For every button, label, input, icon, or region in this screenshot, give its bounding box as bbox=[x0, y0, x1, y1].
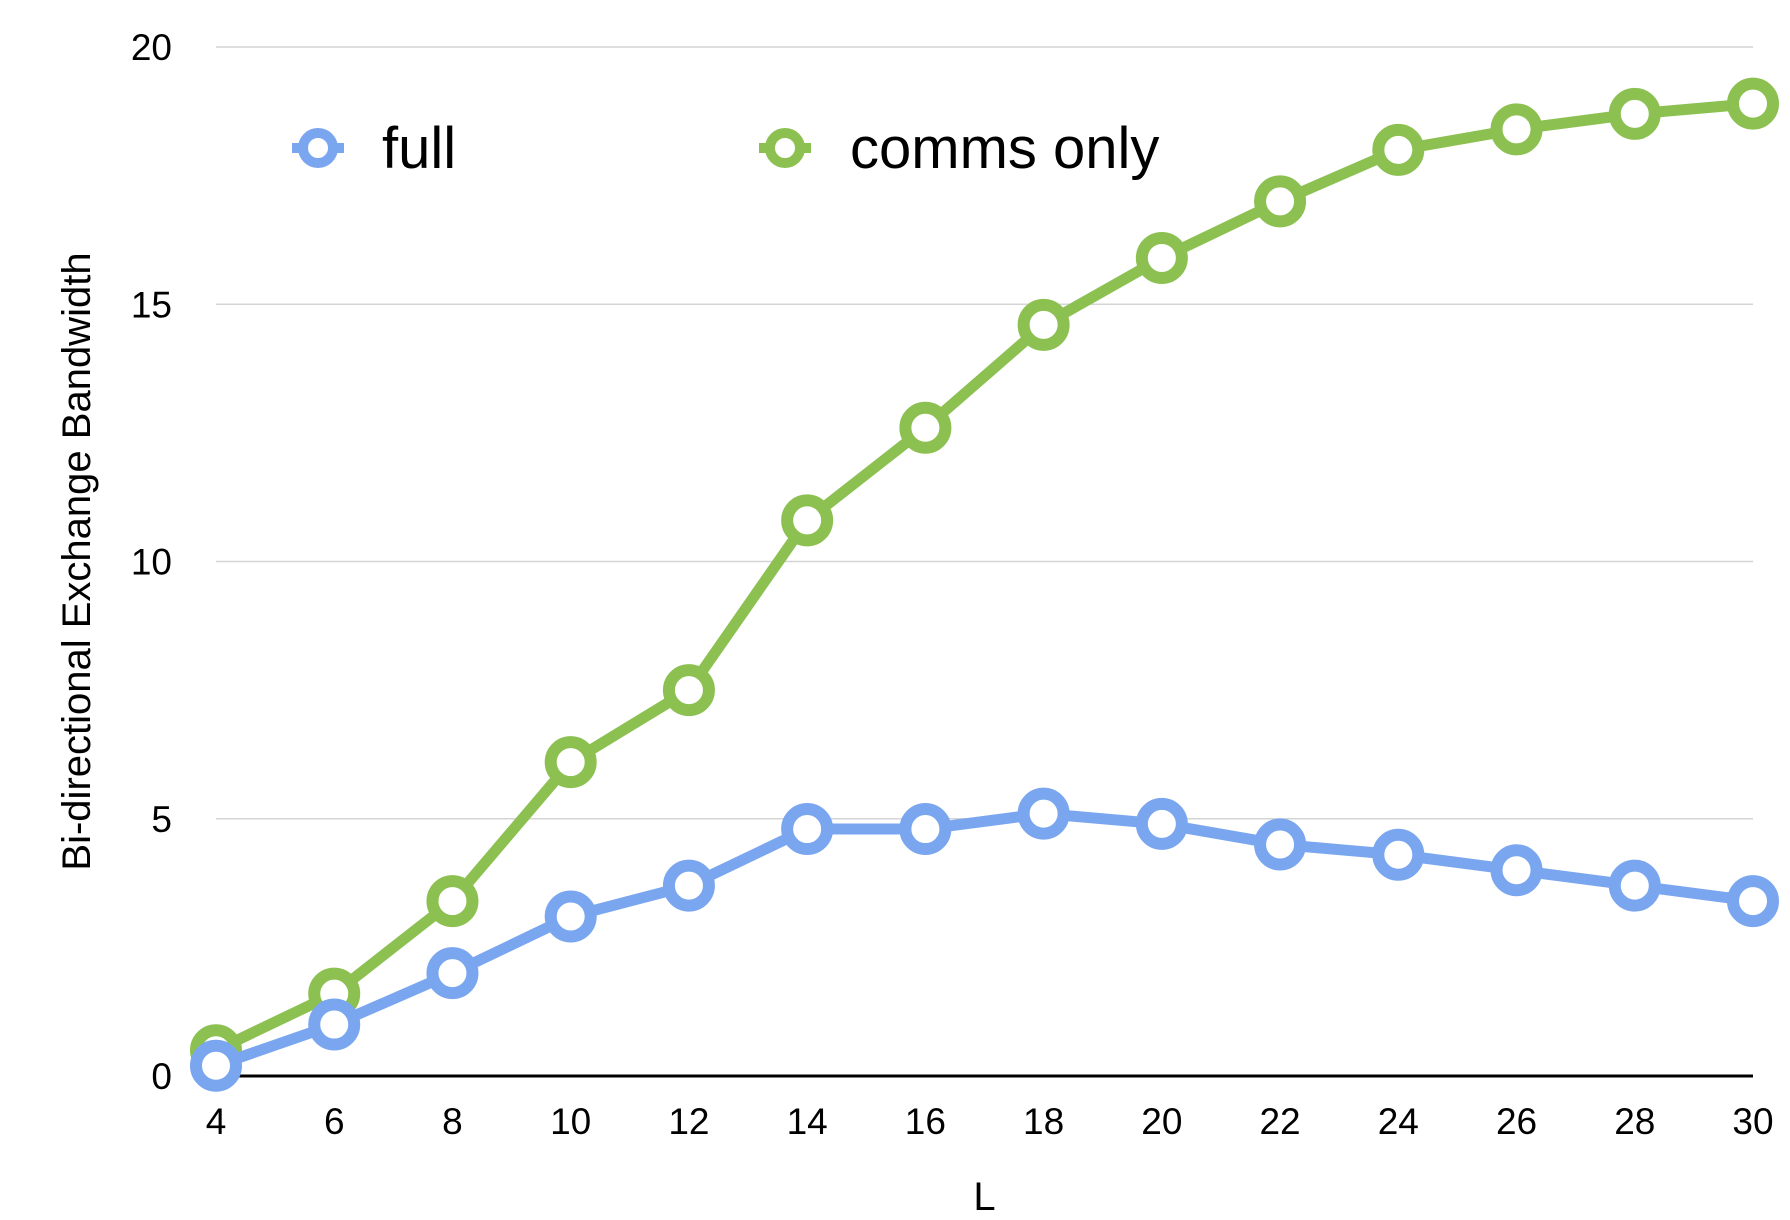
data-point bbox=[662, 664, 715, 717]
x-tick-label: 24 bbox=[1378, 1101, 1419, 1142]
data-point bbox=[1372, 123, 1425, 176]
data-point bbox=[1254, 175, 1307, 228]
x-tick-label: 6 bbox=[324, 1101, 345, 1142]
legend-item: comms only bbox=[759, 116, 1159, 181]
y-tick-label: 5 bbox=[151, 799, 172, 840]
x-axis-title: L bbox=[973, 1175, 995, 1219]
data-point bbox=[1727, 875, 1779, 928]
axes: 0 5 10 15 20 4 6 8 10 12 14 16 18 20 22 24 26 28 30 bbox=[131, 27, 1774, 1142]
x-tick-label: 4 bbox=[206, 1101, 227, 1142]
data-point bbox=[426, 947, 479, 1000]
series-lines bbox=[190, 77, 1779, 1092]
x-tick-label: 12 bbox=[668, 1101, 709, 1142]
data-point bbox=[899, 803, 952, 856]
x-tick-label: 16 bbox=[905, 1101, 946, 1142]
series-full bbox=[190, 787, 1779, 1092]
data-point bbox=[1254, 818, 1307, 871]
x-tick-label: 20 bbox=[1141, 1101, 1182, 1142]
x-tick-label: 18 bbox=[1023, 1101, 1064, 1142]
data-point bbox=[1727, 77, 1779, 130]
x-tick-label: 28 bbox=[1614, 1101, 1655, 1142]
y-tick-label: 10 bbox=[131, 542, 172, 583]
data-point bbox=[190, 1039, 242, 1092]
legend-marker bbox=[765, 128, 805, 168]
series-comms-only bbox=[190, 77, 1779, 1077]
data-point bbox=[781, 494, 834, 547]
x-tick-label: 10 bbox=[550, 1101, 591, 1142]
y-tick-label: 0 bbox=[151, 1056, 172, 1097]
x-tick-label: 30 bbox=[1732, 1101, 1773, 1142]
data-point bbox=[308, 998, 361, 1051]
data-point bbox=[1135, 231, 1188, 284]
legend-item: full bbox=[292, 116, 456, 181]
y-tick-label: 20 bbox=[131, 27, 172, 68]
data-point bbox=[1608, 859, 1661, 912]
data-point bbox=[662, 859, 715, 912]
data-point bbox=[1017, 787, 1070, 840]
x-tick-label: 8 bbox=[442, 1101, 463, 1142]
data-point bbox=[781, 803, 834, 856]
y-tick-label: 15 bbox=[131, 284, 172, 325]
y-axis-title: Bi-directional Exchange Bandwidth bbox=[55, 252, 99, 870]
legend: full comms only bbox=[292, 116, 1159, 181]
data-point bbox=[1490, 103, 1543, 156]
data-point bbox=[1608, 87, 1661, 140]
legend-marker bbox=[298, 128, 338, 168]
data-point bbox=[1490, 844, 1543, 897]
x-tick-label: 22 bbox=[1259, 1101, 1300, 1142]
data-point bbox=[1017, 298, 1070, 351]
data-point bbox=[1135, 797, 1188, 850]
x-tick-label: 26 bbox=[1496, 1101, 1537, 1142]
data-point bbox=[544, 890, 597, 943]
x-tick-label: 14 bbox=[787, 1101, 828, 1142]
legend-label: full bbox=[382, 116, 456, 181]
data-point bbox=[426, 875, 479, 928]
legend-label: comms only bbox=[850, 116, 1159, 181]
data-point bbox=[1372, 828, 1425, 881]
data-point bbox=[899, 401, 952, 454]
data-point bbox=[544, 736, 597, 789]
